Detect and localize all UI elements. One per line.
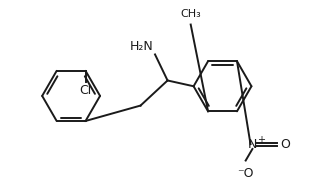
Text: N: N [248, 138, 257, 151]
Text: Cl: Cl [79, 84, 92, 97]
Text: H₂N: H₂N [129, 40, 153, 52]
Text: CH₃: CH₃ [180, 9, 201, 19]
Text: +: + [257, 135, 265, 145]
Text: ⁻O: ⁻O [237, 167, 254, 180]
Text: O: O [281, 138, 290, 151]
